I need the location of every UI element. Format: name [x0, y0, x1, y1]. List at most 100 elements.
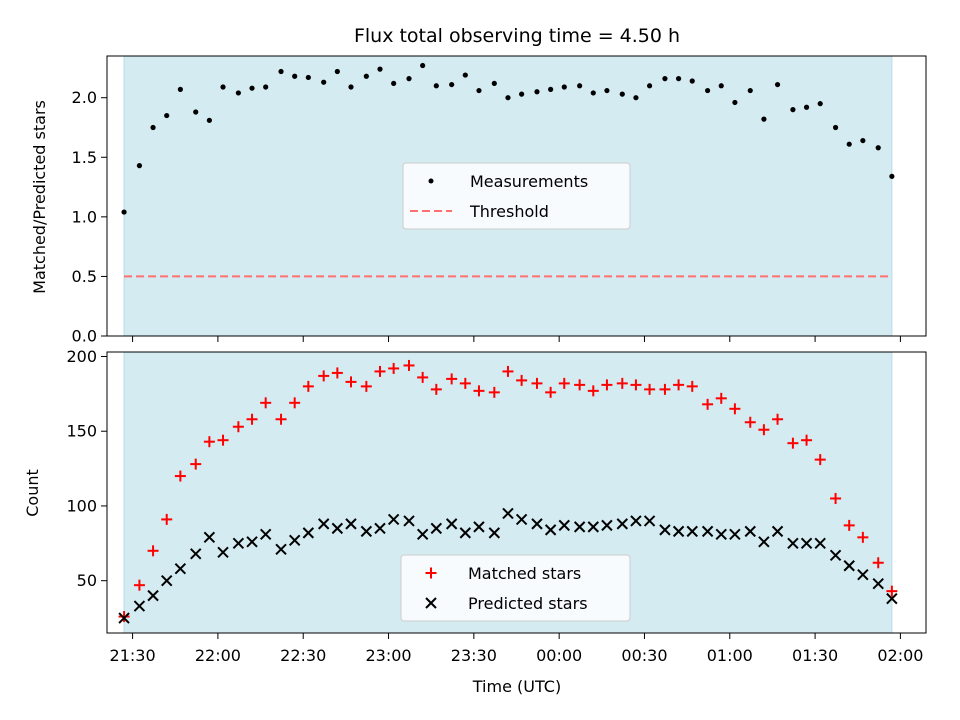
matched-star-point [644, 383, 656, 395]
top-legend-frame [402, 162, 631, 230]
predicted-star-point [217, 546, 229, 558]
legend-label-threshold: Threshold [469, 202, 549, 221]
bottom-ytick-label: 150 [66, 422, 97, 441]
predicted-star-point [387, 513, 400, 526]
predicted-star-point [445, 518, 458, 530]
measurement-point [121, 209, 127, 215]
measurement-point [889, 173, 895, 179]
matched-star-point [830, 492, 842, 504]
measurement-point [321, 79, 327, 85]
matched-star-point [232, 421, 244, 433]
matched-star-point [616, 377, 628, 389]
predicted-star-point [203, 531, 216, 544]
predicted-star-point [232, 537, 245, 550]
predicted-star-point [288, 534, 301, 547]
bottom-legend-frame [400, 554, 631, 622]
measurement-point [292, 73, 298, 79]
measurement-point [705, 87, 711, 94]
measurement-point [689, 78, 695, 84]
predicted-star-point [744, 525, 756, 538]
xtick-label: 02:00 [877, 646, 923, 665]
matched-star-point [558, 377, 570, 389]
measurement-point [646, 83, 653, 89]
xtick-label: 22:00 [195, 646, 241, 665]
predicted-star-point [643, 515, 656, 527]
matched-star-point [715, 392, 727, 404]
legend-label-measurements: Measurements [470, 172, 588, 191]
predicted-star-point [787, 537, 799, 550]
bottom-ytick-label: 50 [77, 571, 97, 590]
top-legend: Measurements Threshold [402, 162, 631, 230]
matched-star-point [729, 403, 741, 415]
predicted-star-point [416, 528, 429, 541]
predicted-star-point [814, 537, 826, 550]
predicted-star-point [161, 574, 173, 587]
top-ytick-label: 0.5 [72, 267, 97, 286]
matched-star-point [302, 380, 314, 392]
measurement-point [519, 91, 525, 97]
predicted-star-point [302, 527, 315, 539]
matched-star-point [814, 454, 826, 466]
matched-star-point [574, 379, 586, 391]
predicted-star-point [374, 522, 386, 535]
measurement-point [206, 117, 212, 123]
predicted-star-point [616, 518, 628, 530]
measurement-point [561, 84, 567, 90]
xtick-label: 01:30 [792, 646, 838, 665]
measurement-point [433, 83, 439, 89]
matched-star-point [686, 380, 698, 392]
matched-star-point [601, 379, 613, 391]
measurement-point [263, 84, 269, 90]
matched-star-point [318, 370, 330, 382]
legend-label-predicted: Predicted stars [468, 594, 588, 613]
matched-star-point [203, 436, 215, 448]
legend-label-matched: Matched stars [468, 564, 581, 583]
measurement-point [774, 81, 781, 88]
bottom-legend: Matched stars Predicted stars [400, 554, 631, 622]
measurement-point [761, 116, 767, 122]
legend-marker-measurements [428, 178, 434, 184]
predicted-star-point [259, 528, 272, 541]
xtick-label: 23:00 [365, 646, 411, 665]
measurement-point [476, 87, 482, 94]
xtick-label: 23:30 [451, 646, 497, 665]
chart-title: Flux total observing time = 4.50 h [354, 25, 680, 47]
matched-star-point [872, 557, 884, 569]
matched-star-point [446, 373, 458, 385]
matched-star-point [587, 385, 599, 397]
measurement-point [718, 83, 724, 89]
measurement-point [177, 86, 183, 92]
xtick-label: 22:30 [280, 646, 326, 665]
top-axes-frame [106, 55, 927, 337]
measurement-point [675, 76, 682, 82]
measurement-point [406, 76, 412, 82]
matched-star-point [787, 437, 799, 449]
matched-star-point [174, 470, 186, 482]
measurement-point [662, 76, 668, 82]
predicted-star-point [473, 521, 485, 533]
matched-star-point [430, 383, 442, 395]
matched-star-point [673, 379, 685, 391]
xtick-label: 21:30 [110, 646, 156, 665]
measurement-point [235, 90, 241, 96]
measurement-point [249, 85, 255, 91]
measurement-point [334, 68, 340, 75]
predicted-star-point [430, 522, 443, 535]
measurement-point [577, 83, 583, 89]
predicted-star-point [133, 600, 146, 612]
matched-star-point [260, 397, 272, 409]
matched-star-point [417, 371, 429, 383]
measurement-point [790, 107, 796, 113]
predicted-star-point [558, 519, 570, 532]
top-y-axis-label: Matched/Predicted stars [30, 100, 49, 294]
predicted-star-point [800, 537, 813, 550]
predicted-star-point [502, 507, 514, 520]
predicted-star-point [573, 521, 586, 533]
measurement-point [548, 86, 554, 92]
legend-marker-predicted [425, 597, 437, 609]
matched-star-point [772, 413, 784, 425]
matched-star-point [388, 362, 400, 374]
matched-star-point [147, 545, 159, 557]
predicted-star-point [659, 524, 671, 536]
predicted-star-point [544, 524, 557, 536]
